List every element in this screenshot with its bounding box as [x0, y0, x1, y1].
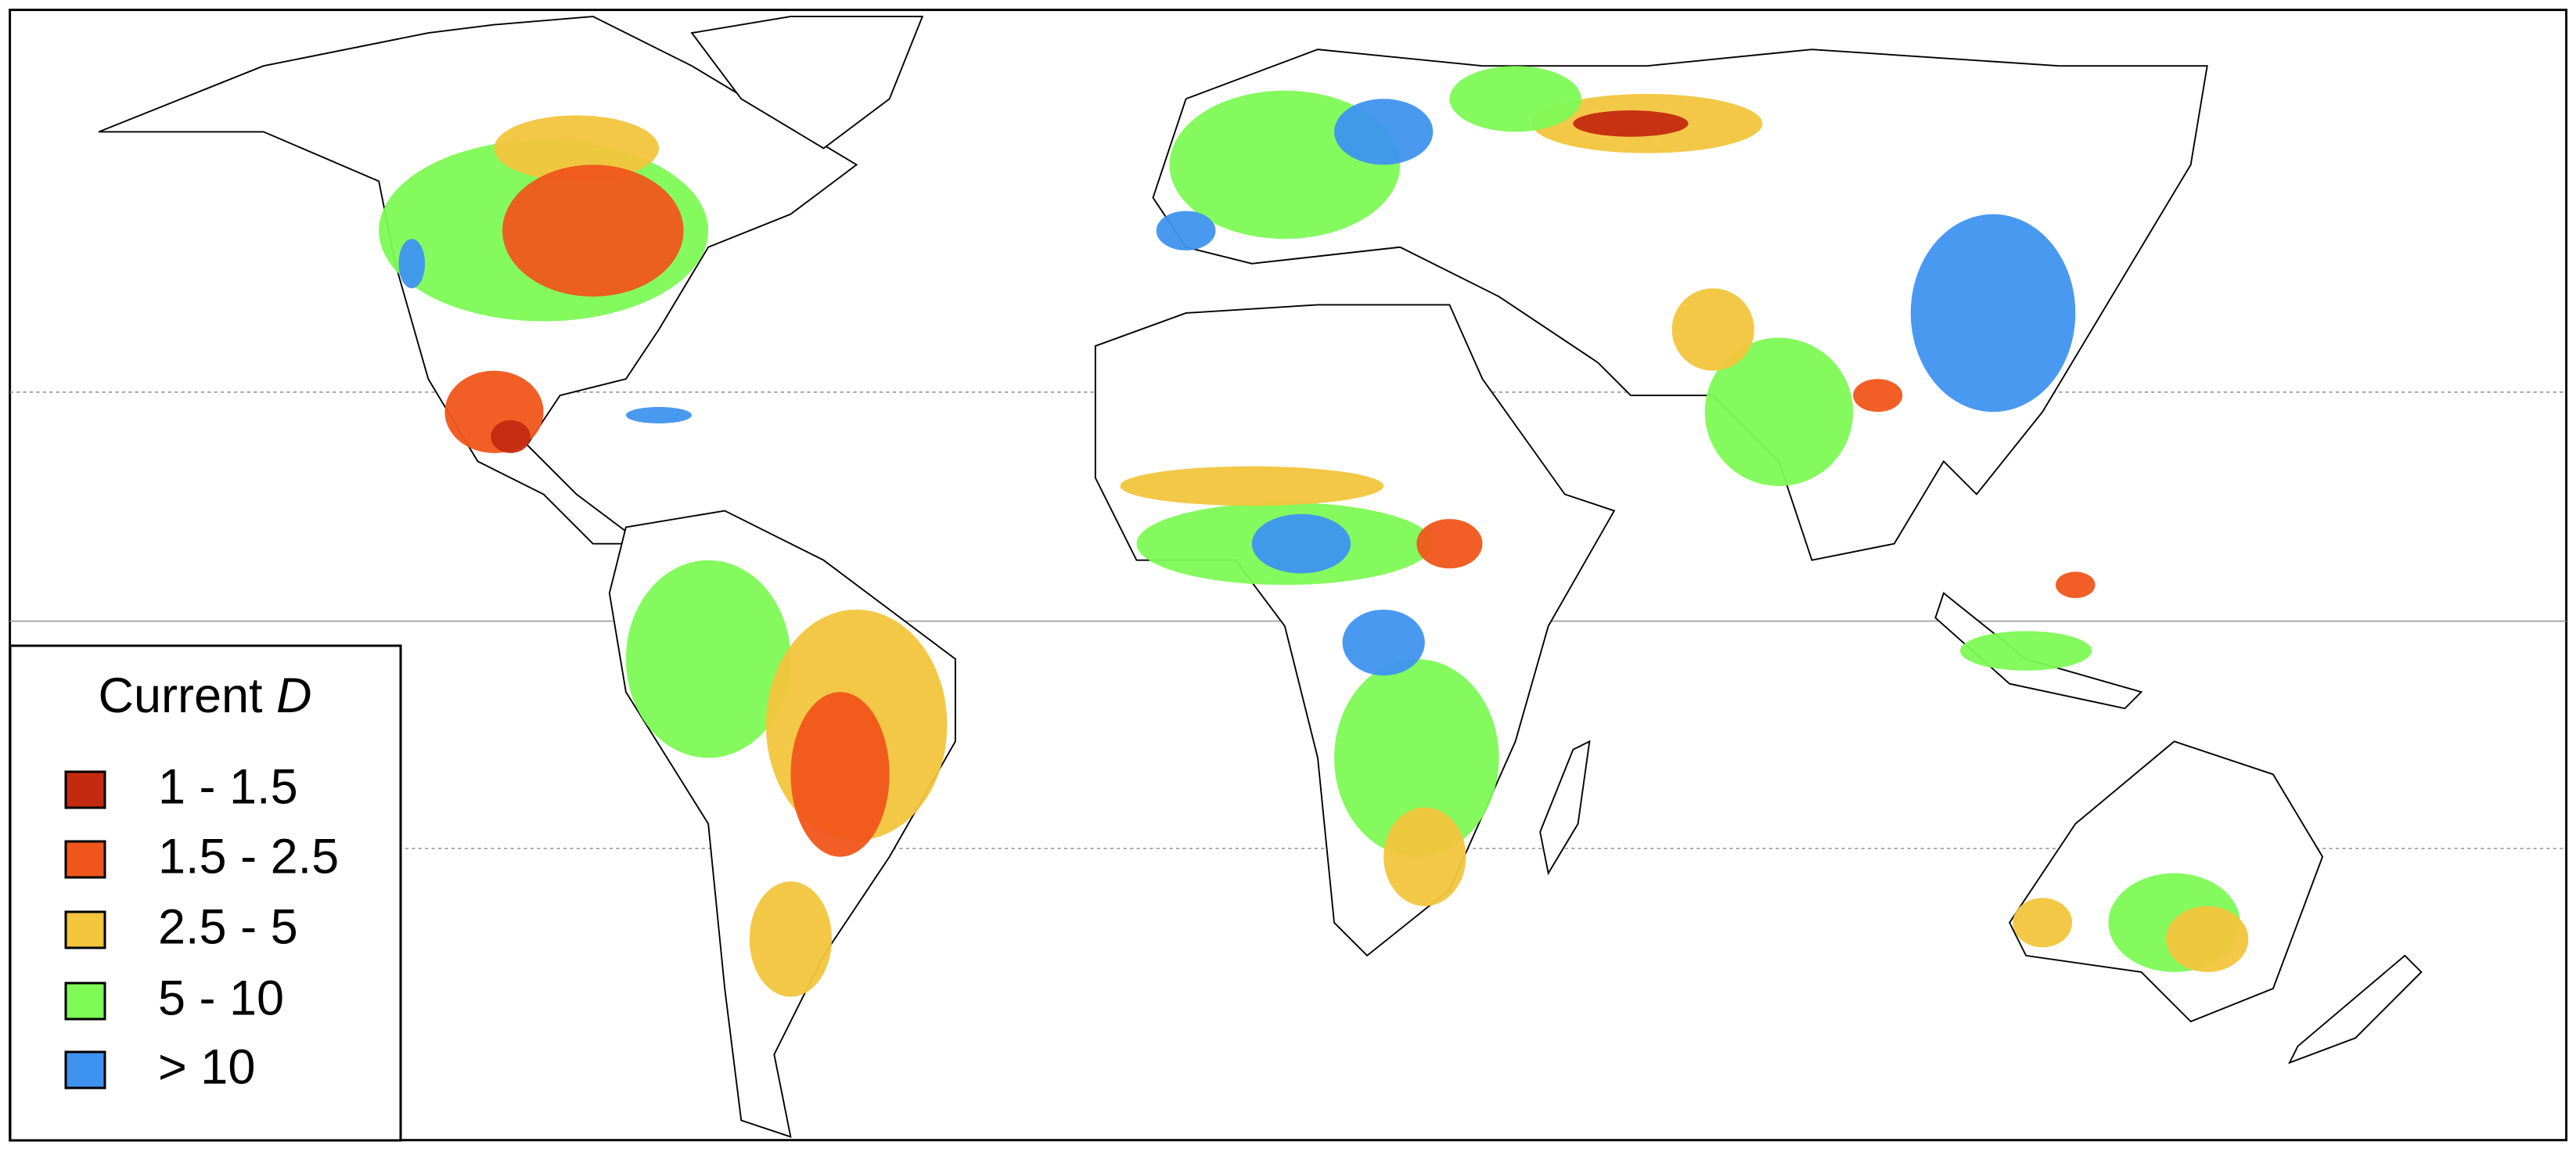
map-region	[1120, 466, 1384, 506]
legend-swatch	[64, 770, 106, 809]
greenland	[690, 16, 924, 149]
map-region	[1156, 211, 1216, 250]
legend-label: 1 - 1.5	[158, 760, 298, 815]
legend: Current D 1 - 1.5 1.5 - 2.5 2.5 - 5 5 - 10 >…	[9, 644, 402, 1142]
map-region	[494, 115, 659, 182]
map-region	[749, 881, 833, 997]
legend-title-symbol: D	[276, 668, 312, 723]
map-region	[2166, 906, 2249, 972]
map-region	[2013, 898, 2073, 948]
map-region	[625, 406, 693, 423]
suitability-patches	[379, 66, 2249, 997]
map-region	[1342, 609, 1425, 676]
legend-swatch	[64, 840, 106, 879]
map-region	[625, 560, 791, 758]
map-region	[790, 692, 890, 857]
madagascar	[1539, 740, 1591, 876]
map-region	[491, 420, 531, 453]
legend-label: 1.5 - 2.5	[158, 830, 339, 884]
map-region	[1251, 513, 1351, 574]
map-region	[1910, 214, 2076, 412]
map-region	[1416, 519, 1483, 569]
map-region	[502, 164, 684, 297]
legend-swatch	[64, 910, 106, 949]
map-layer	[9, 9, 2568, 1142]
map-region	[2056, 571, 2096, 599]
legend-title: Current D	[98, 668, 311, 723]
map-region	[1383, 807, 1466, 906]
legend-label: 2.5 - 5	[158, 900, 298, 955]
map-region	[1704, 337, 1854, 486]
map-region	[1671, 288, 1754, 371]
legend-title-text: Current	[98, 668, 263, 723]
legend-items: 1 - 1.5 1.5 - 2.5 2.5 - 5 5 - 10 > 10	[64, 760, 339, 1095]
map-region	[1334, 659, 1499, 857]
map-region	[1449, 66, 1581, 132]
map-region	[1573, 110, 1689, 137]
legend-swatch	[64, 982, 106, 1021]
map-region	[1334, 99, 1434, 165]
map-region	[1959, 631, 2092, 671]
legend-label: 5 - 10	[158, 971, 284, 1026]
map-region	[398, 239, 426, 289]
legend-label: > 10	[158, 1040, 255, 1095]
new-zealand	[2288, 954, 2423, 1064]
legend-swatch	[64, 1050, 106, 1090]
map-region	[1853, 379, 1903, 412]
